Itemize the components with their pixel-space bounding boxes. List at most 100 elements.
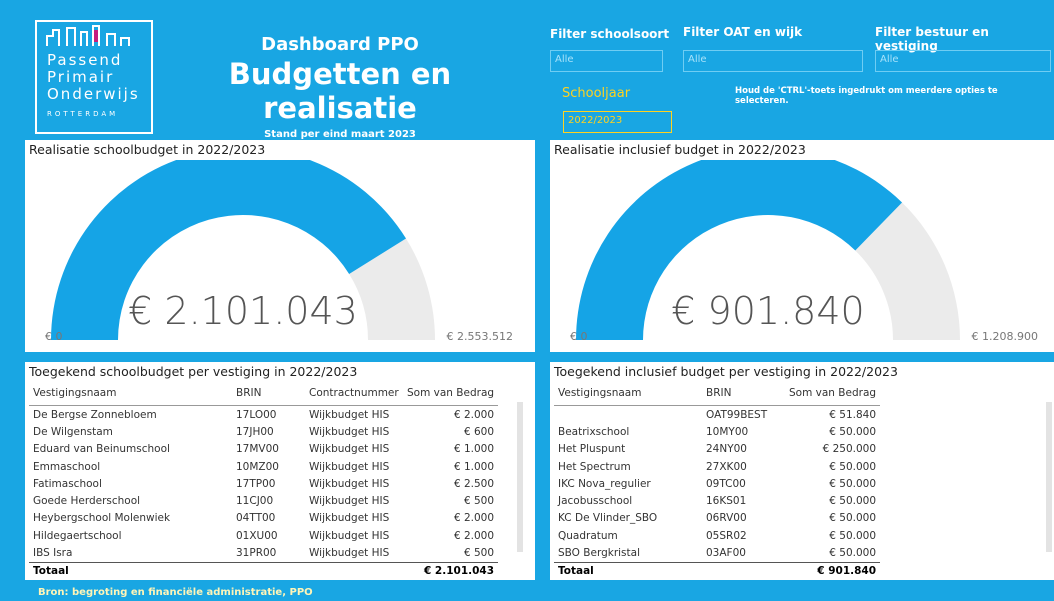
cell: Emmaschool xyxy=(33,460,101,473)
filter-dropdown[interactable]: Alle xyxy=(683,50,863,72)
filter-label: Filter bestuur en vestiging xyxy=(875,25,989,53)
table-title: Toegekend inclusief budget per vestiging… xyxy=(554,364,898,379)
cell: € 50.000 xyxy=(829,512,877,525)
cell: Wijkbudget HIS xyxy=(309,529,390,542)
column-header: Vestigingsnaam xyxy=(29,381,232,406)
table-row: Het Pluspunt 24NY00 € 250.000 xyxy=(554,441,880,458)
cell: KC De Vlinder_SBO xyxy=(558,512,658,525)
column-header: BRIN xyxy=(702,381,785,406)
cell: Fatimaschool xyxy=(33,477,102,490)
table-row: Quadratum 05SR02 € 50.000 xyxy=(554,527,880,544)
header-row: Vestigingsnaam BRIN Contractnummer Som van … xyxy=(29,381,499,406)
cell xyxy=(232,561,305,580)
cell: 10MY00 xyxy=(706,425,749,438)
table-row: Fatimaschool 17TP00 Wijkbudget HIS € 2.500 xyxy=(29,475,498,492)
title: Budgetten en realisatie xyxy=(228,57,452,125)
logo: Passend Primair Onderwijs ROTTERDAM xyxy=(35,20,153,134)
cell xyxy=(305,561,403,580)
logo-skyline xyxy=(46,25,130,46)
total-value: € 2.101.043 xyxy=(403,561,499,580)
gauge-min-label: € 0 xyxy=(570,330,588,343)
cell: € 50.000 xyxy=(829,495,877,508)
footer: Bron: begroting en financiële administra… xyxy=(38,587,313,598)
logo-line: Primair xyxy=(47,68,115,86)
cell: OAT99BEST xyxy=(706,408,768,421)
filter-label: Filter OAT en wijk xyxy=(683,25,803,39)
table-row: IBS Isra 31PR00 Wijkbudget HIS € 500 xyxy=(29,544,498,562)
total-value: € 901.840 xyxy=(785,561,881,580)
filter-dropdown[interactable]: Alle xyxy=(550,50,663,72)
year-label: Schooljaar xyxy=(562,86,631,101)
cell: Het Pluspunt xyxy=(558,443,626,456)
table-panel: Toegekend inclusief budget per vestiging… xyxy=(550,362,1054,580)
kicker: Dashboard PPO xyxy=(261,34,419,55)
cell: € 2.000 xyxy=(453,512,495,525)
cell: De Wilgenstam xyxy=(33,425,113,438)
table-row: Heybergschool Molenwiek 04TT00 Wijkbudget … xyxy=(29,510,498,527)
table-row: De Wilgenstam 17JH00 Wijkbudget HIS € 600 xyxy=(29,423,498,440)
cell: 17JH00 xyxy=(236,425,274,438)
cell: € 50.000 xyxy=(829,547,877,560)
gauge-panel: Realisatie schoolbudget in 2022/2023 € 2.… xyxy=(25,140,535,352)
cell: Wijkbudget HIS xyxy=(309,425,390,438)
filter-dropdown[interactable]: Alle xyxy=(875,50,1051,72)
gauge-min-label: € 0 xyxy=(45,330,63,343)
cell: 05SR02 xyxy=(706,529,747,542)
gauge-track xyxy=(349,238,435,340)
table-row: De Bergse Zonnebloem 17LO00 Wijkbudget HIS… xyxy=(29,406,498,424)
cell: 03AF00 xyxy=(706,547,746,560)
table-row: OAT99BEST € 51.840 xyxy=(554,406,880,424)
cell: Het Spectrum xyxy=(558,460,631,473)
gauge-max-label: € 1.208.900 xyxy=(972,330,1038,343)
data-table: Vestigingsnaam BRIN Som van Bedrag OAT99BES… xyxy=(554,381,881,580)
cell: € 500 xyxy=(463,495,495,508)
table-title: Toegekend schoolbudget per vestiging in … xyxy=(29,364,358,379)
header: Dashboard PPO Budgetten en realisatie St… xyxy=(160,34,520,140)
cell: 16KS01 xyxy=(706,495,747,508)
column-header: Vestigingsnaam xyxy=(554,381,702,406)
cell: 17MV00 xyxy=(236,443,279,456)
table-row: Eduard van Beinumschool 17MV00 Wijkbudget … xyxy=(29,441,498,458)
table-row: Emmaschool 10MZ00 Wijkbudget HIS € 1.000 xyxy=(29,458,498,475)
cell: € 50.000 xyxy=(829,425,877,438)
logo-line: ROTTERDAM xyxy=(47,110,119,118)
cell: € 2.000 xyxy=(453,408,495,421)
cell: Wijkbudget HIS xyxy=(309,547,390,560)
cell: 31PR00 xyxy=(236,547,277,560)
scrollbar xyxy=(517,402,523,552)
cell: 04TT00 xyxy=(236,512,276,525)
gauge-value-label: € 901.840 xyxy=(671,289,864,333)
cell: Quadratum xyxy=(558,529,618,542)
cell: Eduard van Beinumschool xyxy=(33,443,170,456)
cell: 11CJ00 xyxy=(236,495,274,508)
cell: € 50.000 xyxy=(829,529,877,542)
gauge: € 901.840 € 0 € 1.208.900 xyxy=(570,160,1038,343)
cell: IKC Nova_regulier xyxy=(558,477,651,490)
cell: € 1.000 xyxy=(453,460,495,473)
hint: Houd de 'CTRL'-toets ingedrukt om meerde… xyxy=(735,86,998,106)
table-row: IKC Nova_regulier 09TC00 € 50.000 xyxy=(554,475,880,492)
cell: € 500 xyxy=(463,547,495,560)
cell: € 2.500 xyxy=(453,477,495,490)
gauge-value xyxy=(51,160,407,340)
cell xyxy=(702,561,785,580)
table-row: SBO Bergkristal 03AF00 € 50.000 xyxy=(554,544,880,562)
cell: IBS Isra xyxy=(33,547,73,560)
cell: Hildegaertschool xyxy=(33,529,122,542)
year-dropdown[interactable]: 2022/2023 xyxy=(563,111,672,133)
cell: Wijkbudget HIS xyxy=(309,495,390,508)
gauge-title: Realisatie schoolbudget in 2022/2023 xyxy=(29,142,266,157)
cell: 17LO00 xyxy=(236,408,277,421)
cell: € 50.000 xyxy=(829,460,877,473)
total-label: Totaal xyxy=(29,561,232,580)
cell: € 2.000 xyxy=(453,529,495,542)
cell: Wijkbudget HIS xyxy=(309,460,390,473)
logo-line: Passend xyxy=(47,51,123,69)
cell xyxy=(554,406,702,424)
table-panel: Toegekend schoolbudget per vestiging in … xyxy=(25,362,535,580)
column-header: Som van Bedrag xyxy=(785,381,881,406)
cell: € 600 xyxy=(463,425,495,438)
total-label: Totaal xyxy=(554,561,702,580)
table-row: Goede Herderschool 11CJ00 Wijkbudget HIS € … xyxy=(29,492,498,509)
